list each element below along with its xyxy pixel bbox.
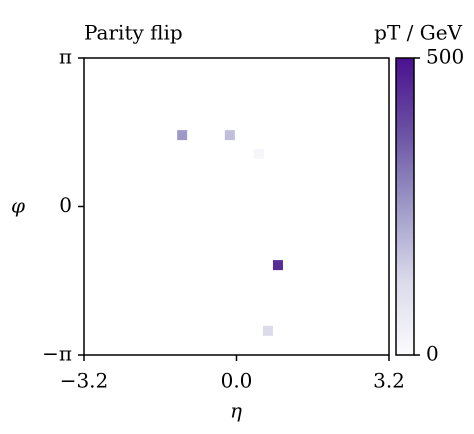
data-point (272, 260, 283, 271)
y-tick-label: π (59, 45, 72, 69)
colorbar (396, 58, 414, 355)
chart-title: Parity flip (84, 21, 183, 45)
colorbar-frame (395, 57, 415, 356)
y-axis-label: φ (11, 194, 25, 218)
x-tick-label: −3.2 (60, 369, 109, 393)
x-axis-label: η (230, 399, 242, 423)
x-tick-label: 3.2 (373, 369, 405, 393)
data-point (177, 130, 188, 141)
colorbar-label: pT / GeV (374, 21, 462, 45)
data-point (253, 149, 264, 160)
colorbar-tick-label: 500 (426, 45, 464, 69)
data-point (262, 325, 273, 336)
y-tick-label: −π (42, 342, 72, 366)
data-point (224, 130, 235, 141)
plot-frame (83, 57, 390, 356)
colorbar-tick-label: 0 (426, 342, 439, 366)
x-tick-label: 0.0 (221, 369, 253, 393)
y-tick-label: 0 (59, 193, 72, 217)
